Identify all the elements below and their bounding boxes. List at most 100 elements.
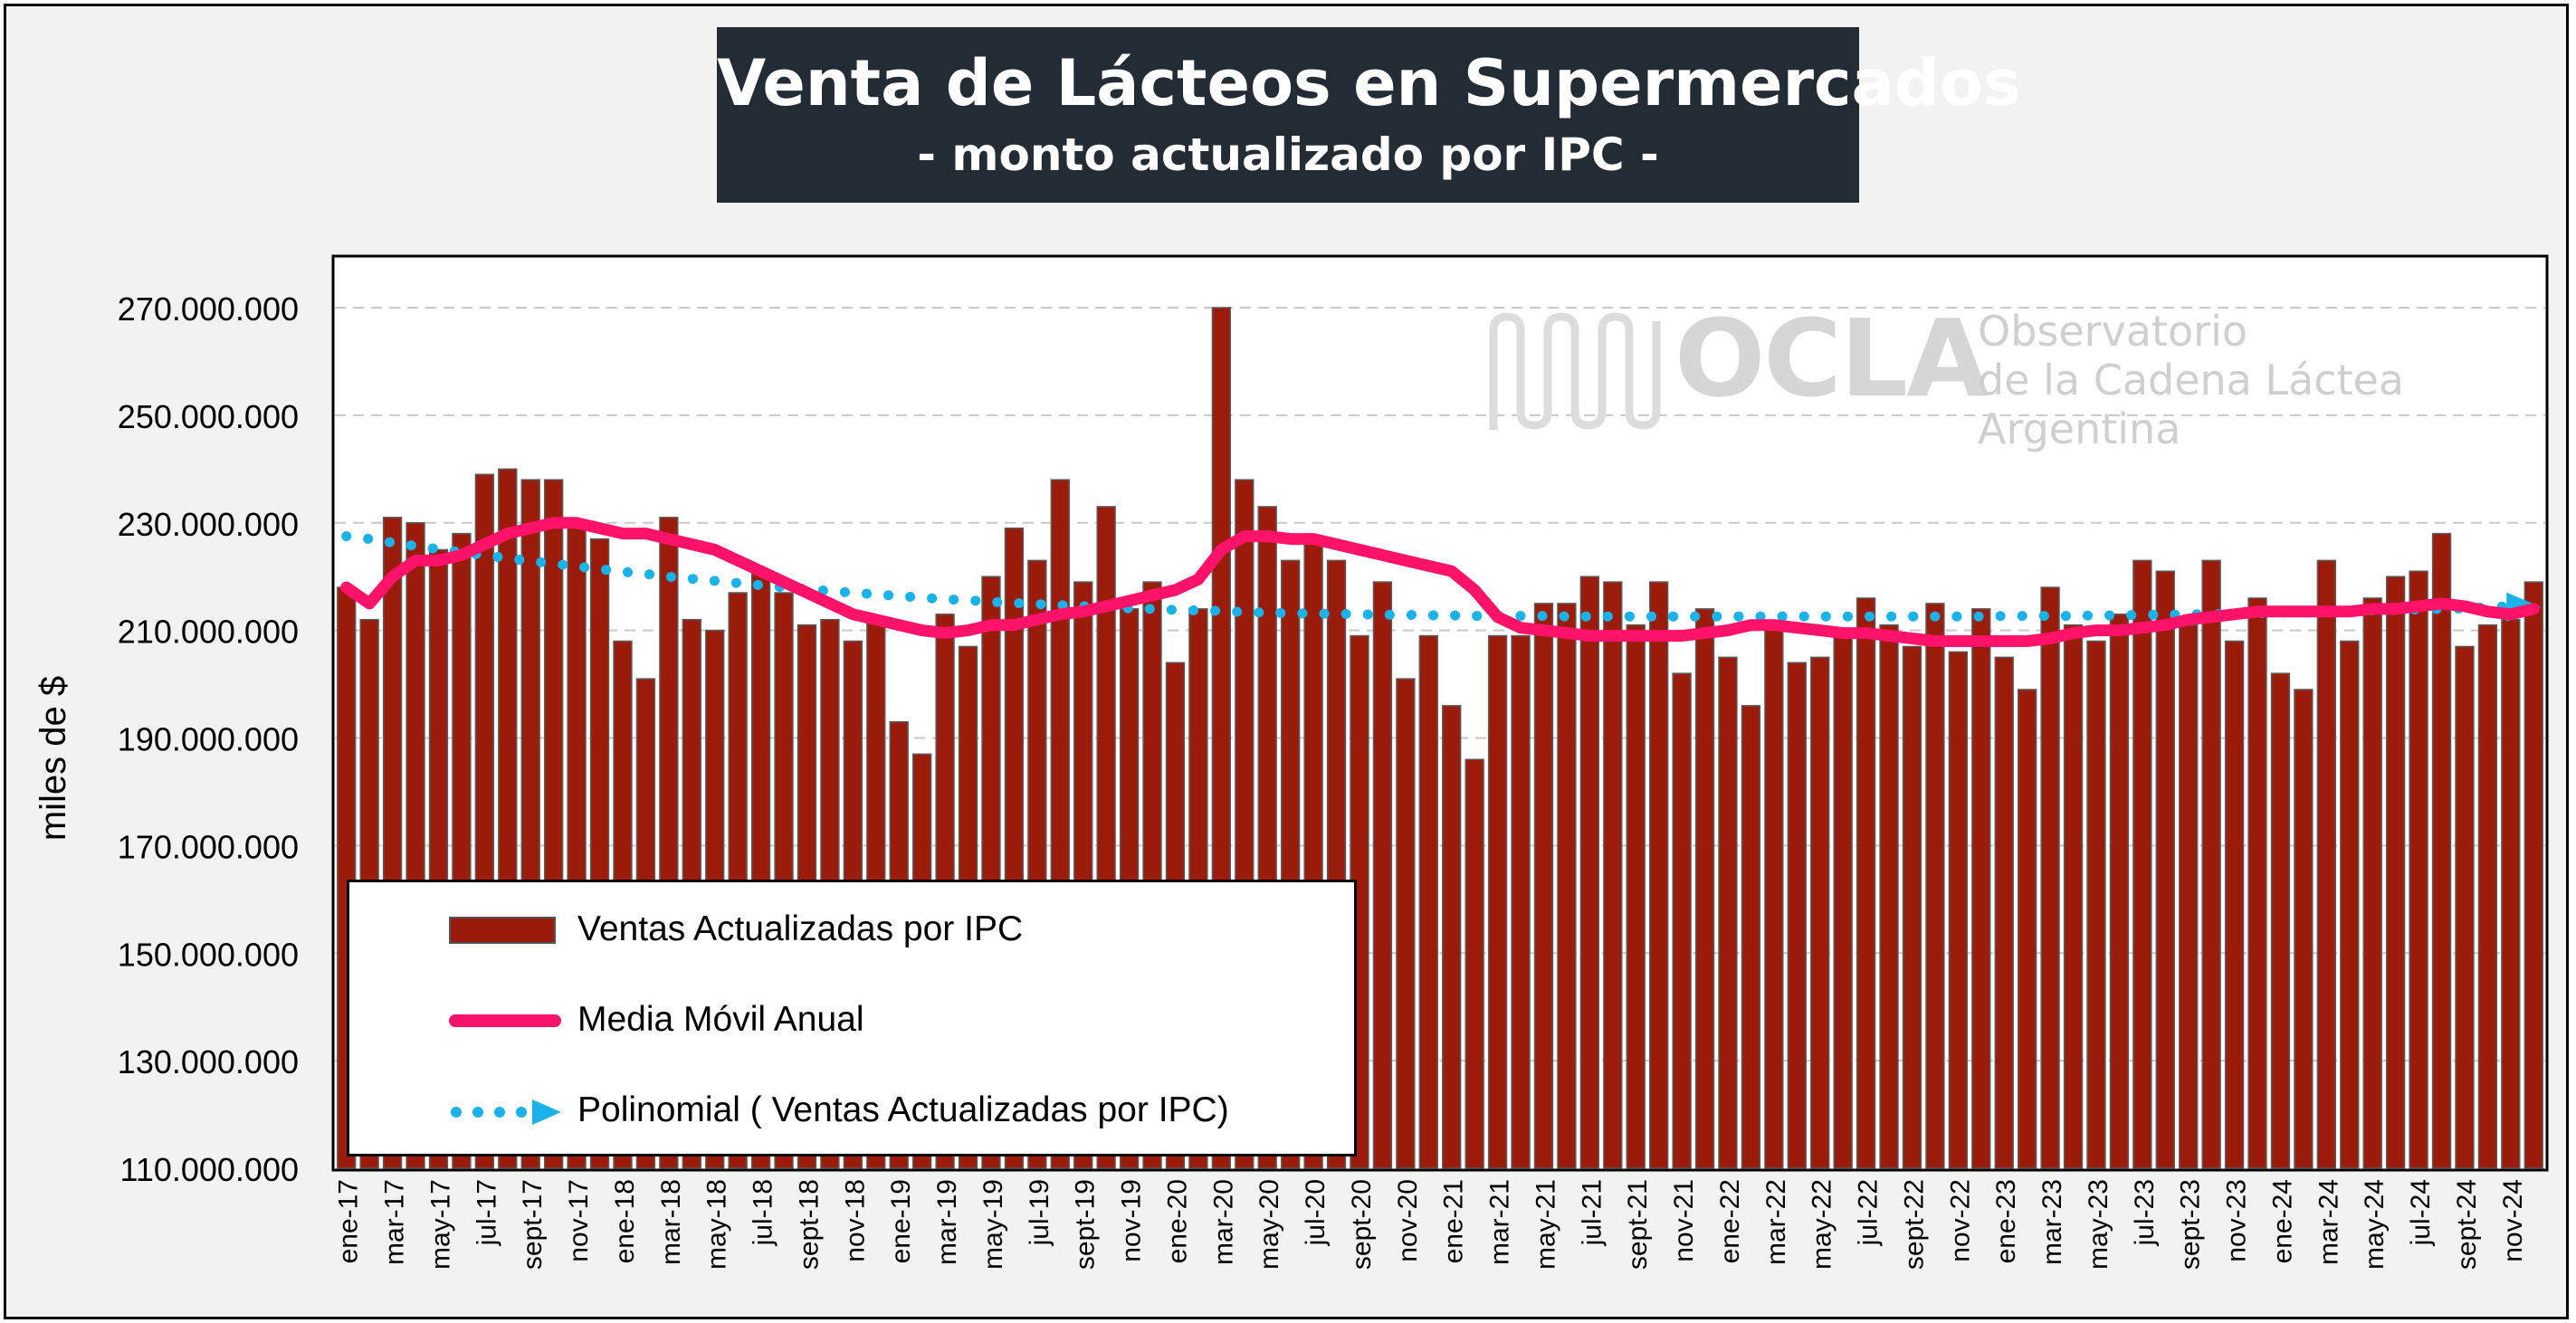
x-axis-ticks: ene-17 mar-17 may-17 jul-17 sept-17 nov-17 ene… [334, 1179, 2528, 1270]
bar [1579, 576, 1600, 1169]
x-tick-label: nov-19 [1117, 1179, 1147, 1262]
bar [1971, 608, 1991, 1169]
bar [1741, 705, 1761, 1169]
chart-title: Venta de Lácteos en Supermercados [717, 46, 2021, 120]
legend-label-bars: Ventas Actualizadas por IPC [577, 909, 1024, 948]
bar [1372, 581, 1393, 1169]
bar [2224, 640, 2245, 1169]
x-tick-label: jul-18 [749, 1179, 778, 1246]
bar [2362, 597, 2382, 1169]
trendline [341, 531, 2539, 622]
bar [2340, 640, 2360, 1169]
x-tick-label: jul-24 [2406, 1179, 2436, 1246]
x-tick-label: may-20 [1255, 1179, 1284, 1270]
bar [1694, 608, 1715, 1169]
x-tick-label: mar-17 [380, 1179, 410, 1265]
ocla-tagline-2: de la Cadena Láctea [1978, 356, 2405, 405]
x-tick-label: nov-18 [840, 1179, 870, 1262]
y-tick-label: 110.000.000 [119, 1151, 299, 1188]
bar [2017, 689, 2037, 1169]
bar [2201, 559, 2221, 1169]
bar [2455, 645, 2475, 1169]
x-tick-label: sept-18 [794, 1179, 824, 1270]
y-tick-label: 190.000.000 [118, 721, 299, 758]
bar [1994, 656, 2014, 1169]
x-tick-label: sept-22 [1899, 1179, 1929, 1270]
ocla-tagline-1: Observatorio [1978, 307, 2248, 356]
bar [1465, 758, 1484, 1169]
legend-item-bars: Ventas Actualizadas por IPC [349, 902, 1023, 957]
bar [2179, 623, 2199, 1169]
bar [2063, 623, 2084, 1169]
x-tick-label: nov-17 [564, 1179, 594, 1262]
legend-swatch-moving-average [449, 1002, 561, 1038]
x-tick-label: ene-24 [2267, 1179, 2297, 1263]
x-tick-label: may-18 [702, 1179, 732, 1270]
x-tick-label: nov-22 [1945, 1179, 1975, 1262]
legend-swatch-trendline [449, 1092, 561, 1128]
bar [1833, 629, 1853, 1169]
moving-average-line [340, 517, 2540, 647]
bar [1810, 656, 1830, 1169]
ocla-watermark: OCLA Observatorio de la Cadena Láctea Ar… [1475, 296, 2426, 466]
x-tick-label: may-19 [978, 1179, 1008, 1270]
bar [1648, 581, 1669, 1169]
x-tick-label: may-24 [2360, 1179, 2390, 1270]
bar [1902, 645, 1922, 1169]
x-tick-label: mar-20 [1208, 1179, 1238, 1265]
ocla-brand: OCLA [1674, 296, 1989, 421]
bar [1856, 597, 1876, 1169]
x-tick-label: nov-24 [2498, 1179, 2528, 1262]
x-tick-label: sept-19 [1071, 1179, 1101, 1270]
ocla-tagline: Observatorio de la Cadena Láctea Argenti… [1978, 307, 2404, 453]
legend-label-moving-average: Media Móvil Anual [577, 1000, 864, 1039]
bar [2132, 559, 2152, 1169]
x-tick-label: jul-23 [2130, 1179, 2160, 1246]
bar [2501, 618, 2521, 1169]
x-tick-label: jul-17 [472, 1179, 501, 1246]
x-tick-label: sept-23 [2176, 1179, 2206, 1270]
x-tick-label: mar-22 [1761, 1179, 1791, 1265]
x-tick-label: may-17 [425, 1179, 455, 1270]
x-tick-label: ene-21 [1439, 1179, 1469, 1263]
bar [1557, 603, 1577, 1169]
x-tick-label: jul-20 [1301, 1179, 1331, 1246]
bar [2155, 570, 2175, 1169]
bar [1925, 603, 1945, 1169]
legend-item-trendline: Polinomial ( Ventas Actualizadas por IPC… [349, 1083, 1229, 1137]
bar [1487, 634, 1508, 1169]
y-tick-label: 210.000.000 [118, 614, 299, 651]
bar [2431, 532, 2452, 1169]
x-tick-label: ene-18 [610, 1179, 640, 1263]
x-tick-label: sept-20 [1347, 1179, 1377, 1270]
legend: Ventas Actualizadas por IPC Media Móvil … [347, 880, 1357, 1156]
x-tick-label: sept-17 [518, 1179, 548, 1270]
x-tick-label: mar-19 [932, 1179, 962, 1265]
bar [2086, 640, 2106, 1169]
bar [2316, 559, 2337, 1169]
grid-lines [335, 307, 2545, 1062]
x-tick-label: nov-23 [2222, 1179, 2252, 1262]
ocla-logo-icon [1489, 312, 1661, 430]
y-tick-label: 270.000.000 [118, 290, 299, 328]
bar [1672, 672, 1692, 1169]
bar [1442, 705, 1462, 1169]
bar [1533, 603, 1554, 1169]
chart-subtitle: - monto actualizado por IPC - [917, 128, 1659, 181]
bar [2040, 586, 2060, 1169]
x-tick-label: ene-19 [886, 1179, 916, 1263]
x-tick-label: may-22 [1808, 1179, 1837, 1270]
x-tick-label: sept-21 [1623, 1179, 1653, 1270]
bar [2270, 672, 2291, 1169]
bar [2385, 576, 2406, 1169]
x-tick-label: nov-20 [1393, 1179, 1423, 1262]
bar [1718, 656, 1738, 1169]
legend-item-moving-average: Media Móvil Anual [349, 993, 864, 1047]
bar [1418, 634, 1438, 1169]
x-tick-label: mar-21 [1485, 1179, 1515, 1265]
x-tick-label: may-21 [1531, 1179, 1560, 1270]
x-tick-label: may-23 [2084, 1179, 2113, 1270]
x-tick-label: ene-17 [334, 1179, 364, 1263]
bar [1626, 623, 1646, 1169]
legend-label-trendline: Polinomial ( Ventas Actualizadas por IPC… [577, 1090, 1229, 1129]
